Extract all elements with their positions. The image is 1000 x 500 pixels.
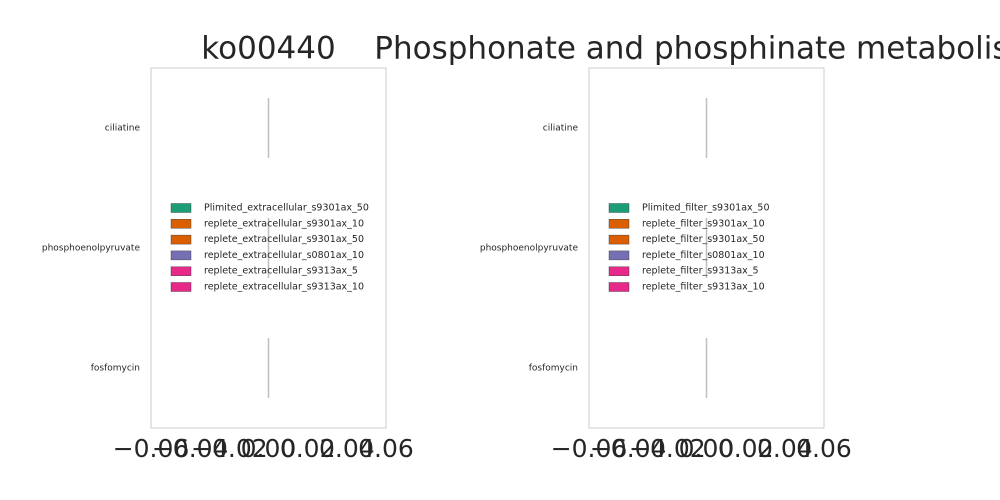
x-tick-label: 0.02 [718,434,774,463]
x-tick-label: −0.02 [191,434,268,463]
plot-frame [588,67,825,429]
legend-label: replete_extracellular_s9301ax_10 [204,218,364,229]
x-tick-label: −0.04 [152,434,229,463]
legend-label: replete_filter_s9313ax_5 [642,266,759,277]
legend-swatch [608,234,630,245]
y-tick-label: fosfomycin [91,364,140,374]
legend-label: replete_filter_s9313ax_10 [642,282,765,293]
x-tick-label: 0.06 [796,434,852,463]
chart-title: Phosphonate and phosphinate metabolism [374,31,1000,67]
legend-swatch [170,282,192,292]
x-tick-label: 0.04 [757,434,813,463]
x-tick-label: 0.00 [241,434,297,463]
y-tick-label: fosfomycin [529,364,578,374]
x-tick-label: −0.06 [113,434,190,463]
legend-label: replete_extracellular_s9313ax_5 [204,266,358,277]
legend-label: replete_extracellular_s0801ax_10 [204,250,364,261]
plot-frame [150,67,387,429]
legend-swatch [170,266,192,276]
legend-label: Plimited_extracellular_s9301ax_50 [204,203,369,214]
y-tick-label: ciliatine [105,124,141,134]
legend-label: replete_extracellular_s9313ax_10 [204,282,364,293]
legend-label: Plimited_filter_s9301ax_50 [642,203,770,214]
legend-swatch [170,219,192,229]
legend-swatch [608,219,630,229]
legend-swatch [608,282,630,292]
y-tick-label: phosphoenolpyruvate [42,244,141,254]
x-tick-label: 0.04 [319,434,375,463]
legend-label: replete_extracellular_s9301ax_50 [204,234,364,245]
y-tick-label: ciliatine [543,124,579,134]
legend-swatch [170,203,192,213]
legend-swatch [608,203,630,213]
legend-label: replete_filter_s0801ax_10 [642,250,765,261]
legend-label: replete_filter_s9301ax_50 [642,234,765,245]
legend-swatch [170,250,192,261]
legend-swatch [608,250,630,261]
y-tick-label: phosphoenolpyruvate [480,244,579,254]
x-tick-label: 0.06 [358,434,414,463]
x-tick-label: −0.02 [629,434,706,463]
x-tick-label: 0.00 [679,434,735,463]
legend-label: replete_filter_s9301ax_10 [642,218,765,229]
chart-title: ko00440 [201,31,335,67]
legend-swatch [608,266,630,276]
x-tick-label: 0.02 [280,434,336,463]
x-tick-label: −0.06 [551,434,628,463]
legend-swatch [170,234,192,245]
x-tick-label: −0.04 [590,434,667,463]
